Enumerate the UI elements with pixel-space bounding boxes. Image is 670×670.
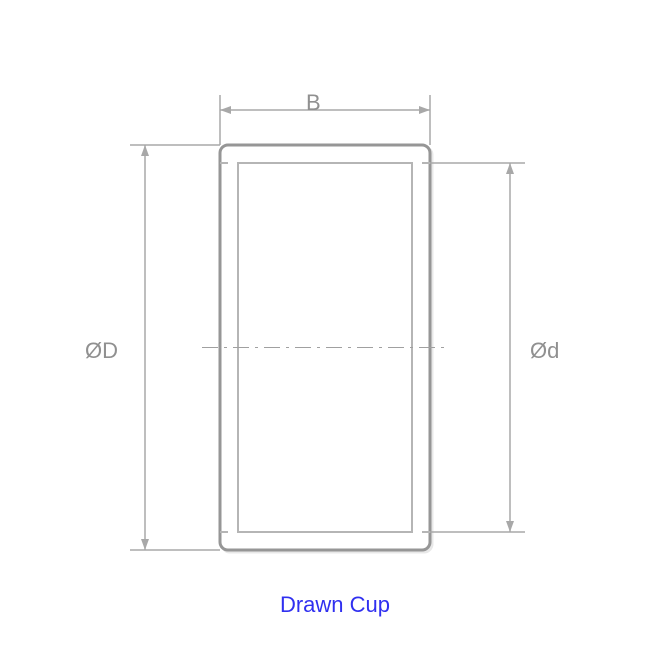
technical-drawing	[0, 0, 670, 670]
inner-diameter-label: Ød	[530, 338, 559, 364]
diagram-stage: B ØD Ød Drawn Cup	[0, 0, 670, 670]
caption: Drawn Cup	[0, 592, 670, 618]
outer-diameter-label: ØD	[85, 338, 118, 364]
width-label: B	[306, 90, 321, 116]
